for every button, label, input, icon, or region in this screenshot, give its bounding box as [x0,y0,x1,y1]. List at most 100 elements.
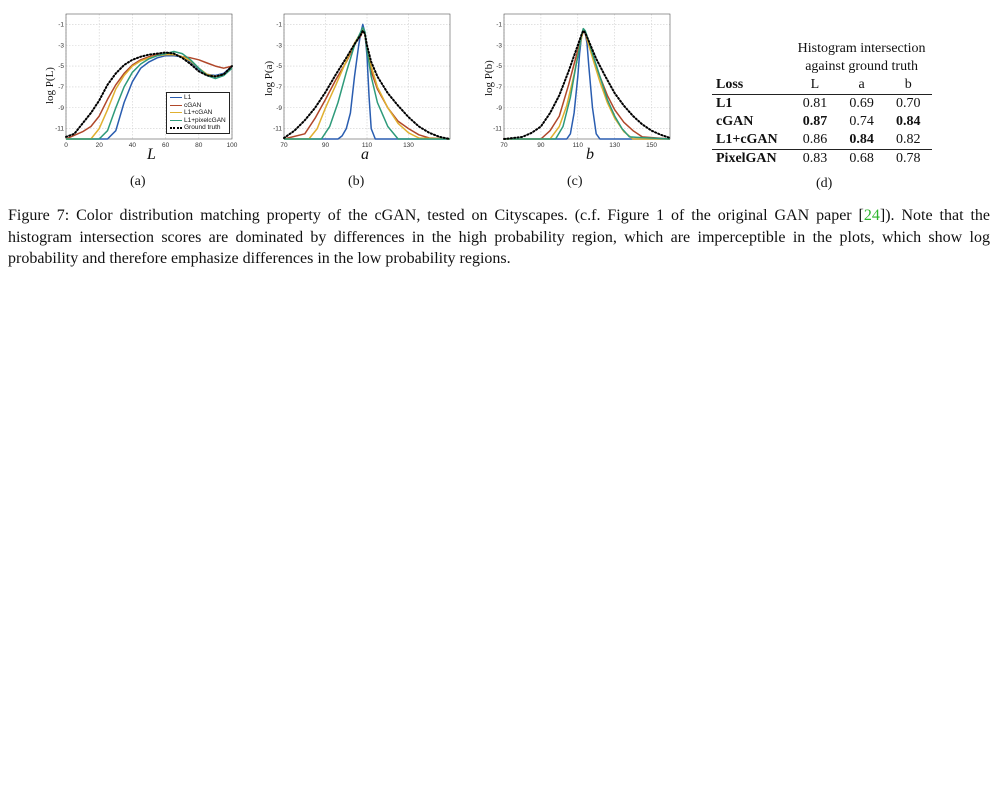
y-tick-label: -11 [55,126,64,133]
legend-swatch [170,120,182,122]
y-tick-label: -5 [276,63,282,70]
row-L: 0.86 [802,132,828,147]
figure-caption: Figure 7: Color distribution matching pr… [8,205,990,270]
row-loss: PixelGAN [712,149,792,168]
caption-text: ]). Note that the histogram intersection… [8,207,990,267]
plot-b: 70 90 110 130 -1 -3 -5 -7 -9 -11 log P(a) a (b) [258,8,458,198]
plot-frame [503,13,671,140]
plot-b-svg: 70 90 110 130 -1 -3 -5 -7 -9 -11 [273,13,451,149]
plot-a-sublabel: (a) [130,174,146,189]
plot-c-ylabel: log P(b) [483,60,495,96]
legend-swatch [170,97,182,99]
y-tick-label: -1 [276,21,282,28]
row-loss: cGAN [716,114,754,129]
y-tick-label: -11 [273,126,282,133]
row-b: 0.84 [895,114,921,129]
x-tick-label: 100 [227,142,238,149]
x-tick-label: 0 [64,142,68,149]
row-loss: L1+cGAN [716,132,778,147]
plot-b-xlabel: a [361,146,369,163]
row-a: 0.68 [838,149,885,168]
legend-label: L1+pixelcGAN [184,116,226,124]
legend-swatch [170,104,182,106]
y-tick-label: -1 [58,21,64,28]
legend-label: cGAN [184,101,202,109]
plot-b-ylabel: log P(a) [263,60,275,96]
row-b: 0.70 [884,94,932,113]
row-a: 0.69 [838,94,885,113]
row-a: 0.84 [849,132,874,147]
header-b: b [904,77,912,92]
table-row: L1+cGAN 0.86 0.84 0.82 [712,131,932,150]
plot-frame [65,13,233,140]
x-tick-label: 20 [96,142,104,149]
row-loss: L1 [712,94,792,113]
row-L: 0.81 [791,94,839,113]
x-tick-label: 70 [280,142,288,149]
y-tick-label: -3 [276,42,282,49]
x-tick-label: 70 [500,142,508,149]
y-tick-label: -5 [58,63,64,70]
legend-item: cGAN [170,102,226,110]
x-tick-label: 150 [646,142,657,149]
x-tick-label: 80 [195,142,203,149]
header-L: L [810,77,820,92]
plot-a-svg: 0 20 40 60 80 100 -1 -3 -5 -7 -9 -11 [55,13,238,149]
series-line-ground-truth [283,29,451,140]
x-tick-label: 130 [403,142,414,149]
row-a: 0.74 [849,114,874,129]
caption-text: Figure 7: Color distribution matching pr… [8,207,864,224]
y-tick-label: -7 [58,84,64,91]
table-header: Loss L a b [712,76,932,95]
table-caption-1: Histogram intersection [797,41,926,56]
header-loss: Loss [716,77,744,92]
series-line-cgan [65,52,233,140]
table-caption-row: Histogram intersection [712,40,932,58]
table-row: PixelGAN 0.83 0.68 0.78 [712,149,932,168]
y-tick-label: -9 [276,105,282,112]
y-tick-label: -3 [58,42,64,49]
y-tick-label: -7 [276,84,282,91]
legend-label: L1+cGAN [184,109,213,117]
x-tick-label: 90 [537,142,545,149]
legend-item: Ground truth [170,124,226,132]
header-a: a [858,77,865,92]
x-tick-label: 130 [609,142,620,149]
legend-swatch [170,112,182,114]
legend-item: L1+pixelcGAN [170,117,226,125]
legend-item: L1 [170,94,226,102]
plot-c: 70 90 110 130 150 -1 -3 -5 -7 -9 -11 log P(b) b (c… [478,8,678,198]
legend-label: L1 [184,94,192,101]
row-L: 0.83 [791,149,839,168]
x-tick-label: 60 [162,142,170,149]
y-tick-label: -5 [496,63,502,70]
series-line-l1 [504,28,670,140]
x-tick-label: 40 [129,142,137,149]
plot-c-sublabel: (c) [567,174,583,189]
plot-a-ylabel: log P(L) [44,67,56,104]
plot-c-xlabel: b [586,146,594,163]
plot-b-sublabel: (b) [348,174,365,189]
x-tick-label: 110 [573,142,584,149]
table-caption-2: against ground truth [805,59,918,74]
x-tick-label: 110 [362,142,373,149]
plot-a: 0 20 40 60 80 100 -1 -3 -5 -7 -9 -11 log P(L) L (a)… [40,8,240,198]
y-tick-label: -1 [496,21,502,28]
plot-a-legend: L1 cGAN L1+cGAN L1+pixelcGAN Ground trut… [166,92,230,134]
row-L: 0.87 [802,114,828,129]
citation-link[interactable]: 24 [863,207,880,224]
table-row: L1 0.81 0.69 0.70 [712,94,932,113]
plot-a-xlabel: L [147,146,156,163]
y-tick-label: -9 [496,105,502,112]
series-line-ground-truth [503,29,671,140]
y-tick-label: -7 [496,84,502,91]
table-row: cGAN 0.87 0.74 0.84 [712,113,932,131]
y-tick-label: -9 [58,105,64,112]
plot-frame [283,13,451,140]
table-sublabel: (d) [816,176,833,191]
series-line-l1-pixelcgan [504,27,671,140]
row-b: 0.78 [884,149,932,168]
histogram-table: Histogram intersection against ground tr… [712,40,932,168]
row-b: 0.82 [895,132,921,147]
series-line-ground-truth [65,51,233,138]
